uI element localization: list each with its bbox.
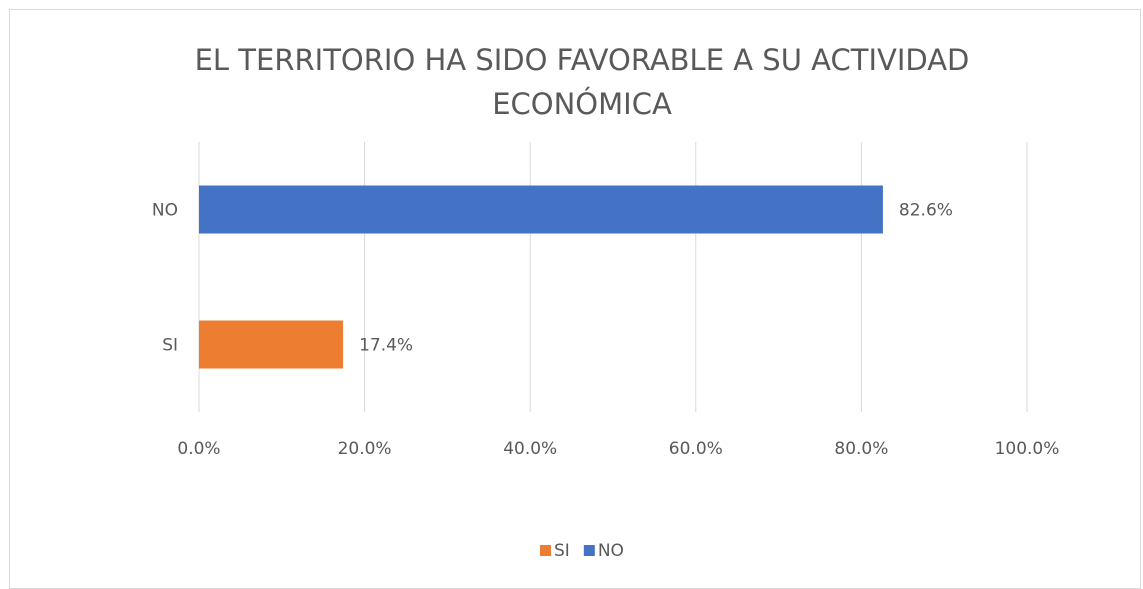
- bar: [199, 320, 344, 369]
- x-tick-label: 100.0%: [995, 439, 1060, 459]
- legend-swatch: [583, 545, 595, 556]
- x-tick-label: 40.0%: [503, 439, 557, 459]
- x-tick-label: 20.0%: [338, 439, 392, 459]
- y-tick-label: NO: [152, 201, 178, 221]
- x-tick-label: 0.0%: [177, 439, 220, 459]
- x-tick-label: 60.0%: [669, 439, 723, 459]
- legend-label: NO: [598, 541, 624, 561]
- legend-swatch: [540, 545, 551, 556]
- chart-title: EL TERRITORIO HA SIDO FAVORABLE A SU ACT…: [194, 43, 970, 121]
- data-label: 17.4%: [359, 336, 413, 356]
- legend-label: SI: [554, 541, 570, 561]
- y-tick-label: SI: [162, 336, 178, 356]
- data-label: 82.6%: [899, 201, 953, 221]
- bar: [199, 185, 883, 234]
- x-tick-label: 80.0%: [834, 439, 888, 459]
